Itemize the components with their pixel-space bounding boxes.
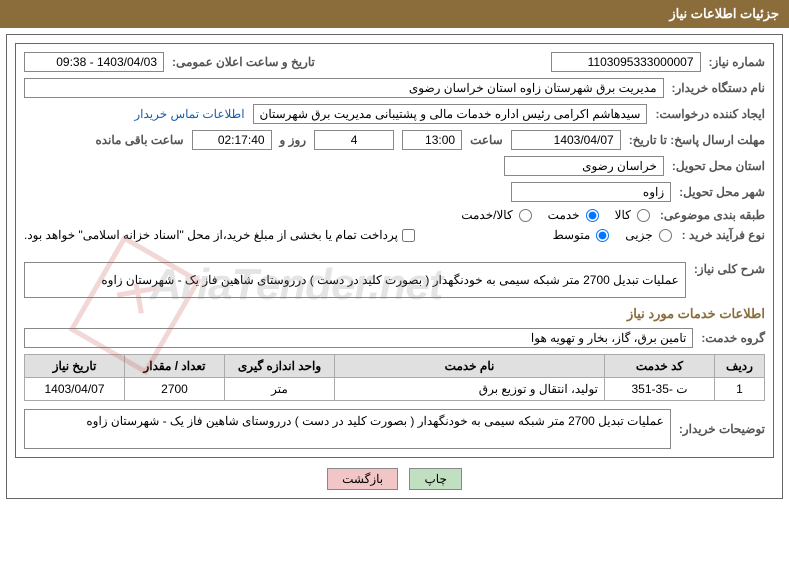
need-number-value: 1103095333000007 <box>551 52 701 72</box>
city-label: شهر محل تحویل: <box>679 185 765 199</box>
buyer-org-label: نام دستگاه خریدار: <box>672 81 766 95</box>
purchase-type-label: نوع فرآیند خرید : <box>682 228 765 242</box>
radio-gs-input[interactable] <box>519 209 532 222</box>
province-value: خراسان رضوی <box>504 156 664 176</box>
radio-minor[interactable]: جزیی <box>625 228 673 242</box>
radio-service-input[interactable] <box>586 209 599 222</box>
th-date: تاریخ نیاز <box>25 355 125 378</box>
radio-service[interactable]: خدمت <box>548 208 601 222</box>
td-date: 1403/04/07 <box>25 378 125 401</box>
back-button[interactable]: بازگشت <box>327 468 398 490</box>
row-buyer-notes: توضیحات خریدار: عملیات تبدیل 2700 متر شب… <box>24 409 765 449</box>
buyer-contact-link[interactable]: اطلاعات تماس خریدار <box>134 107 244 121</box>
buyer-notes-label: توضیحات خریدار: <box>679 422 765 436</box>
radio-medium[interactable]: متوسط <box>553 228 612 242</box>
services-table: ردیف کد خدمت نام خدمت واحد اندازه گیری ت… <box>24 354 765 401</box>
requester-label: ایجاد کننده درخواست: <box>655 107 765 121</box>
remaining-label: ساعت باقی مانده <box>95 133 183 147</box>
radio-medium-input[interactable] <box>596 229 609 242</box>
row-purchase-type: نوع فرآیند خرید : جزیی متوسط پرداخت تمام… <box>24 228 765 242</box>
payment-checkbox-row: پرداخت تمام یا بخشی از مبلغ خرید،از محل … <box>24 228 415 242</box>
td-name: تولید، انتقال و توزیع برق <box>335 378 605 401</box>
radio-minor-input[interactable] <box>659 229 672 242</box>
deadline-time: 13:00 <box>402 130 462 150</box>
row-province: استان محل تحویل: خراسان رضوی <box>24 156 765 176</box>
need-summary-value: عملیات تبدیل 2700 متر شبکه سیمی به خودنگ… <box>24 262 686 298</box>
need-summary-label: شرح کلی نیاز: <box>694 262 765 276</box>
row-service-group: گروه خدمت: تامین برق، گاز، بخار و تهویه … <box>24 328 765 348</box>
row-requester: ایجاد کننده درخواست: سیدهاشم اکرامی رئیس… <box>24 104 765 124</box>
th-row: ردیف <box>715 355 765 378</box>
radio-medium-label: متوسط <box>553 228 591 242</box>
table-header-row: ردیف کد خدمت نام خدمت واحد اندازه گیری ت… <box>25 355 765 378</box>
row-need-number: شماره نیاز: 1103095333000007 تاریخ و ساع… <box>24 52 765 72</box>
row-buyer-org: نام دستگاه خریدار: مدیریت برق شهرستان زا… <box>24 78 765 98</box>
print-button[interactable]: چاپ <box>409 468 461 490</box>
th-name: نام خدمت <box>335 355 605 378</box>
th-unit: واحد اندازه گیری <box>225 355 335 378</box>
th-code: کد خدمت <box>605 355 715 378</box>
payment-checkbox[interactable] <box>402 229 415 242</box>
radio-minor-label: جزیی <box>625 228 652 242</box>
requester-value: سیدهاشم اکرامی رئیس اداره خدمات مالی و پ… <box>253 104 648 124</box>
time-label: ساعت <box>470 133 503 147</box>
deadline-date: 1403/04/07 <box>511 130 621 150</box>
deadline-label: مهلت ارسال پاسخ: تا تاریخ: <box>629 133 765 147</box>
countdown: 02:17:40 <box>192 130 272 150</box>
button-row: چاپ بازگشت <box>15 468 774 490</box>
province-label: استان محل تحویل: <box>672 159 765 173</box>
buyer-notes-value: عملیات تبدیل 2700 متر شبکه سیمی به خودنگ… <box>24 409 671 449</box>
td-unit: متر <box>225 378 335 401</box>
row-city: شهر محل تحویل: زاوه <box>24 182 765 202</box>
services-section-title: اطلاعات خدمات مورد نیاز <box>24 306 765 322</box>
category-label: طبقه بندی موضوعی: <box>660 208 765 222</box>
public-announce-value: 1403/04/03 - 09:38 <box>24 52 164 72</box>
row-category: طبقه بندی موضوعی: کالا خدمت کالا/خدمت <box>24 208 765 222</box>
city-value: زاوه <box>511 182 671 202</box>
radio-gs-label: کالا/خدمت <box>461 208 512 222</box>
page-title: جزئیات اطلاعات نیاز <box>669 6 779 21</box>
service-group-value: تامین برق، گاز، بخار و تهویه هوا <box>24 328 693 348</box>
th-qty: تعداد / مقدار <box>125 355 225 378</box>
need-number-label: شماره نیاز: <box>709 55 765 69</box>
payment-note: پرداخت تمام یا بخشی از مبلغ خرید،از محل … <box>24 228 398 242</box>
days-and-label: روز و <box>280 133 307 147</box>
radio-goods-label: کالا <box>615 208 631 222</box>
row-deadline: مهلت ارسال پاسخ: تا تاریخ: 1403/04/07 سا… <box>24 130 765 150</box>
inner-container: شماره نیاز: 1103095333000007 تاریخ و ساع… <box>15 43 774 458</box>
days-remaining: 4 <box>314 130 394 150</box>
radio-goods[interactable]: کالا <box>615 208 652 222</box>
row-need-summary: شرح کلی نیاز: عملیات تبدیل 2700 متر شبکه… <box>24 262 765 298</box>
outer-container: شماره نیاز: 1103095333000007 تاریخ و ساع… <box>6 34 783 499</box>
buyer-org-value: مدیریت برق شهرستان زاوه استان خراسان رضو… <box>24 78 664 98</box>
service-group-label: گروه خدمت: <box>701 331 765 345</box>
page-header: جزئیات اطلاعات نیاز <box>0 0 789 28</box>
radio-goods-service[interactable]: کالا/خدمت <box>461 208 533 222</box>
td-row: 1 <box>715 378 765 401</box>
radio-goods-input[interactable] <box>637 209 650 222</box>
public-announce-label: تاریخ و ساعت اعلان عمومی: <box>172 55 315 69</box>
radio-service-label: خدمت <box>548 208 580 222</box>
td-code: ت -35-351 <box>605 378 715 401</box>
td-qty: 2700 <box>125 378 225 401</box>
table-row: 1 ت -35-351 تولید، انتقال و توزیع برق مت… <box>25 378 765 401</box>
